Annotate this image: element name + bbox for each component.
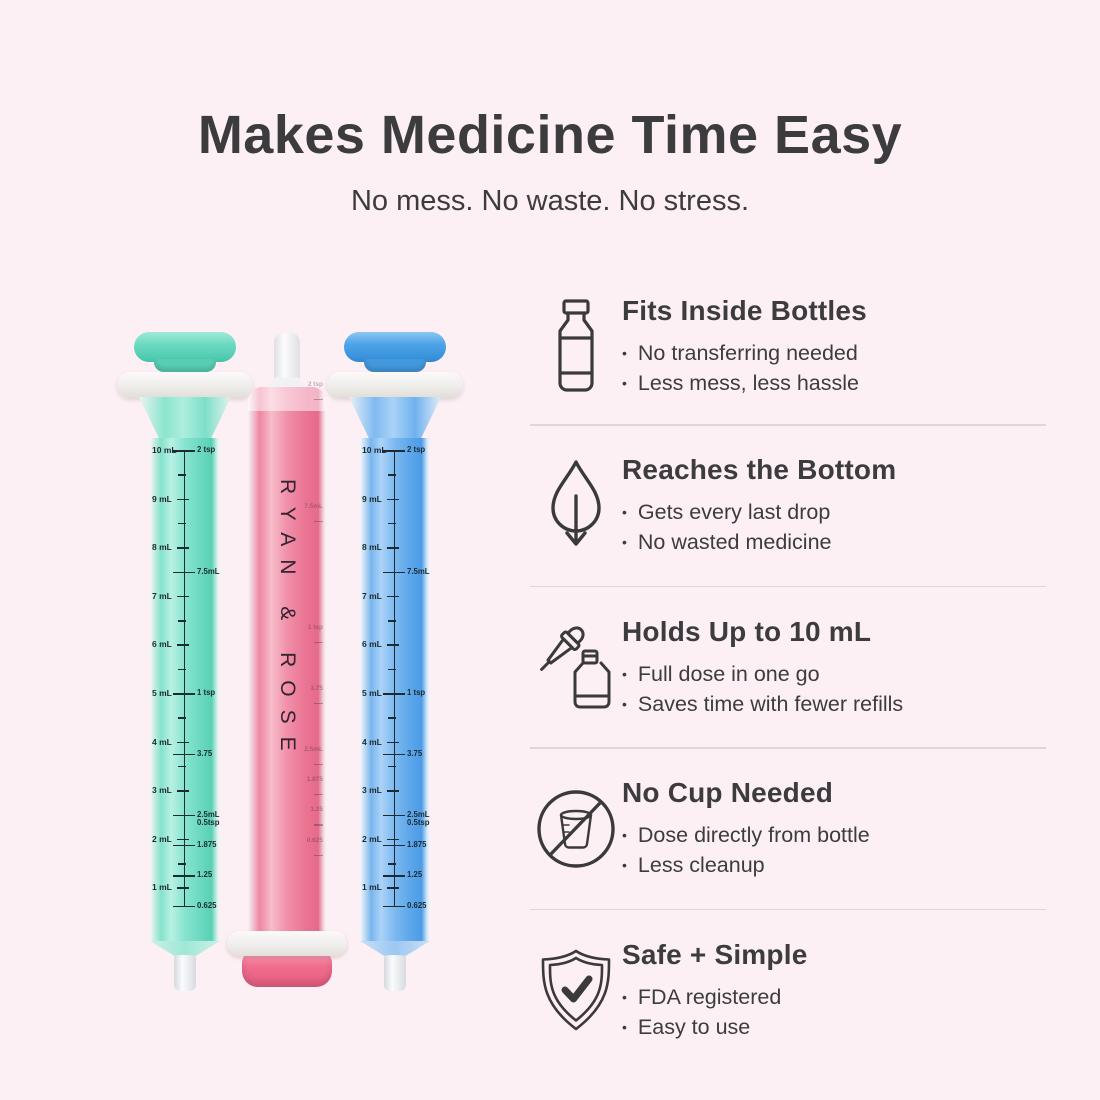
barrel-neck — [139, 397, 231, 439]
feature-row: Safe + Simple • FDA registered • Easy to u… — [530, 910, 1046, 1070]
measurement-scale: 10 mL 9 mL 8 mL 7 mL 6 mL 5 mL 4 mL 3 mL 2 mL 1 m… — [362, 445, 430, 910]
medicine-bottle-icon — [530, 299, 622, 393]
barrel-taper — [266, 377, 308, 389]
barrel: 10 mL 9 mL 8 mL 7 mL 6 mL 5 mL 4 mL 3 mL 2 mL 1 m… — [360, 438, 430, 942]
feature-title: Fits Inside Bottles — [622, 294, 867, 326]
dropper-bottle-icon — [530, 621, 622, 713]
feature-list: Fits Inside Bottles • No transferring nee… — [530, 268, 1046, 1070]
barrel-taper — [150, 941, 220, 956]
divider — [530, 585, 1046, 587]
feature-bullet: FDA registered — [637, 984, 782, 1009]
page-title: Makes Medicine Time Easy — [197, 105, 903, 165]
feature-row: Fits Inside Bottles • No transferring nee… — [530, 268, 1046, 424]
divider — [530, 424, 1046, 426]
page-subtitle: No mess. No waste. No stress. — [350, 185, 750, 217]
feature-row: Holds Up to 10 mL • Full dose in one go •… — [530, 587, 1046, 747]
feature-row: No Cup Needed • Dose directly from bottle… — [530, 749, 1046, 909]
droplet-arrow-icon — [530, 458, 622, 554]
plunger-cap-stem — [364, 359, 426, 372]
bullet-icon: • — [622, 988, 627, 1005]
syringe-pink: RYAN & ROSE 2 tsp 7.5mL 1 tsp 3.75 2.5mL 1.87… — [219, 333, 355, 1013]
feature-bullet: Dose directly from bottle — [637, 823, 870, 847]
bullet-icon: • — [622, 344, 627, 361]
feature-bullet: Saves time with fewer refills — [637, 691, 904, 716]
bullet-icon: • — [622, 374, 627, 391]
bullet-icon: • — [622, 504, 627, 520]
measurement-scale-faint: 2 tsp 7.5mL 1 tsp 3.75 2.5mL 1.875 1.25 0.625 — [248, 381, 326, 933]
bullet-icon: • — [622, 665, 627, 682]
syringe-blue: 10 mL 9 mL 8 mL 7 mL 6 mL 5 mL 4 mL 3 mL 2 mL 1 m… — [325, 330, 465, 1010]
feature-bullet: No wasted medicine — [637, 530, 832, 554]
feature-bullet: Full dose in one go — [637, 661, 820, 686]
barrel: RYAN & ROSE 2 tsp 7.5mL 1 tsp 3.75 2.5mL 1.87… — [248, 381, 326, 933]
plunger-cap-stem — [154, 359, 216, 372]
plunger-cap — [344, 332, 446, 362]
bullet-icon: • — [622, 1018, 627, 1035]
feature-bullet: Easy to use — [637, 1014, 751, 1039]
feature-title: Safe + Simple — [622, 938, 808, 970]
plunger-cap — [134, 332, 236, 362]
measurement-scale: 10 mL 9 mL 8 mL 7 mL 6 mL 5 mL 4 mL 3 mL 2 mL 1 m… — [152, 445, 220, 910]
barrel-taper — [360, 941, 430, 956]
syringe-tip — [174, 955, 196, 991]
feature-bullet: Less mess, less hassle — [637, 370, 859, 395]
header: Makes Medicine Time Easy No mess. No was… — [0, 104, 1100, 218]
feature-row: Reaches the Bottom • Gets every last drop… — [530, 426, 1046, 586]
syringe-tip — [274, 333, 300, 379]
feature-title: No Cup Needed — [622, 777, 834, 808]
shield-check-icon — [530, 948, 622, 1032]
barrel-neck — [349, 397, 441, 439]
barrel-flange — [227, 931, 347, 956]
brand-text: RYAN & ROSE — [276, 479, 299, 764]
divider — [530, 908, 1046, 910]
barrel-flange — [327, 372, 463, 398]
bullet-icon: • — [622, 695, 627, 712]
divider — [530, 747, 1046, 749]
bullet-icon: • — [622, 857, 627, 873]
barrel-flange — [117, 372, 253, 398]
syringe-teal: 10 mL 9 mL 8 mL 7 mL 6 mL 5 mL 4 mL 3 mL 2 mL 1 m… — [115, 330, 255, 1010]
feature-bullet: No transferring needed — [637, 340, 858, 365]
plunger-base — [242, 951, 332, 987]
bullet-icon: • — [622, 827, 627, 843]
bullet-icon: • — [622, 534, 627, 550]
feature-bullet: Less cleanup — [637, 853, 765, 877]
no-cup-icon — [530, 787, 622, 871]
feature-bullet: Gets every last drop — [637, 500, 831, 524]
barrel: 10 mL 9 mL 8 mL 7 mL 6 mL 5 mL 4 mL 3 mL 2 mL 1 m… — [150, 438, 220, 942]
feature-title: Holds Up to 10 mL — [622, 615, 872, 647]
feature-title: Reaches the Bottom — [622, 454, 897, 485]
syringe-tip — [384, 955, 406, 991]
